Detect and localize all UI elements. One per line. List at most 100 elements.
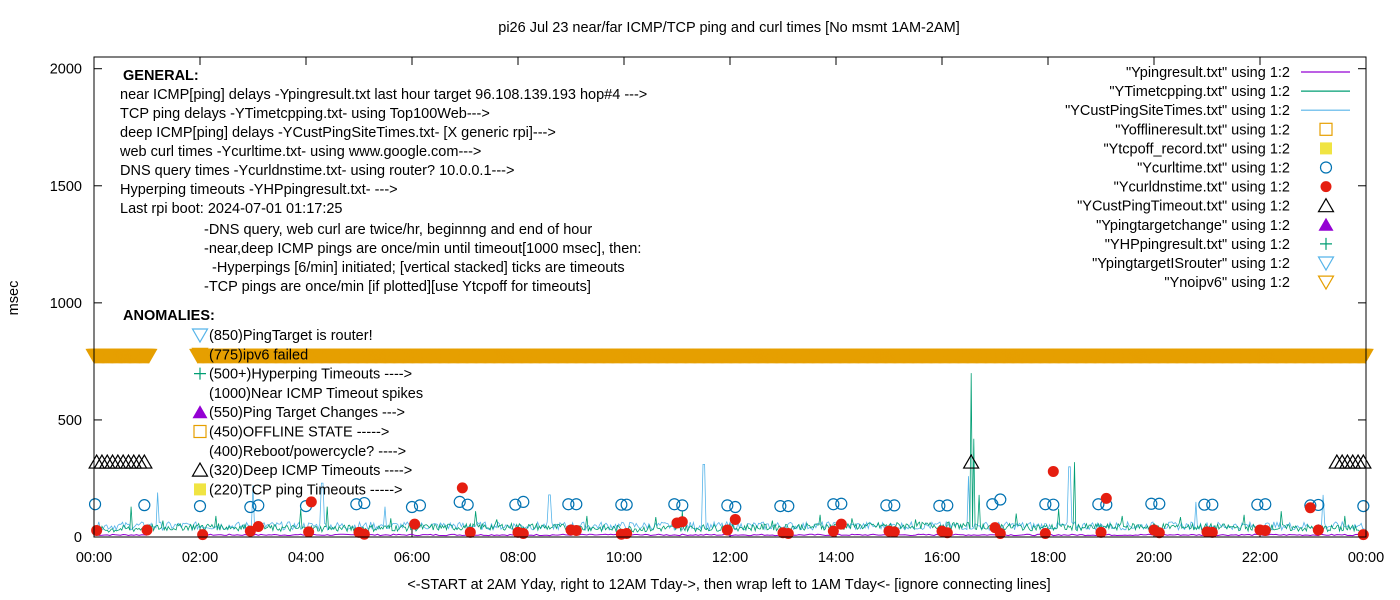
series-point — [729, 513, 741, 525]
anomaly-label: (1000)Near ICMP Timeout spikes — [209, 386, 423, 402]
legend-label: "YCustPingTimeout.txt" using 1:2 — [1077, 199, 1290, 215]
series-point — [1312, 524, 1324, 536]
x-tick-label: 08:00 — [500, 550, 536, 566]
y-tick-label: 1500 — [50, 179, 82, 195]
anomaly-marker — [191, 461, 209, 477]
general-line-5: DNS query times -Ycurldnstime.txt- using… — [120, 163, 514, 179]
series-point — [244, 500, 257, 514]
x-tick-label: 02:00 — [182, 550, 218, 566]
legend-swatch-marker — [1317, 256, 1335, 272]
series-point — [350, 498, 363, 511]
x-tick-label: 18:00 — [1030, 550, 1066, 566]
legend-label: "Ynoipv6" using 1:2 — [1164, 275, 1290, 291]
series-point — [1100, 492, 1112, 504]
series-point — [1206, 526, 1218, 538]
series-point — [114, 453, 132, 469]
series-point — [88, 498, 102, 511]
legend-swatch-marker — [1320, 237, 1332, 250]
chart-title: pi26 Jul 23 near/far ICMP/TCP ping and c… — [498, 20, 959, 36]
anomaly-marker — [193, 424, 207, 439]
general-line-2: TCP ping delays -YTimetcpping.txt- using… — [120, 106, 490, 122]
series-point — [994, 527, 1006, 539]
series-point — [782, 527, 794, 539]
series-point — [1153, 497, 1166, 510]
legend-swatch-marker — [1320, 181, 1332, 193]
legend-label: "YTimetcpping.txt" using 1:2 — [1109, 84, 1290, 100]
series-point — [130, 453, 148, 469]
series-point — [413, 499, 427, 512]
legend-swatch-marker — [1319, 122, 1333, 136]
series-point — [782, 499, 795, 513]
series-point — [91, 524, 103, 536]
series-point — [1333, 453, 1351, 469]
general-line-7: Last rpi boot: 2024-07-01 01:17:25 — [120, 201, 343, 217]
series-point — [562, 498, 575, 511]
series-point — [1092, 498, 1105, 511]
legend-label: "YHPpingresult.txt" using 1:2 — [1105, 237, 1290, 253]
series-point — [835, 518, 847, 530]
series-point — [1251, 498, 1264, 511]
x-tick-label: 16:00 — [924, 550, 960, 566]
legend-label: "Yofflineresult.txt" using 1:2 — [1115, 122, 1290, 138]
series-point — [98, 453, 116, 469]
series-point — [1357, 529, 1369, 541]
anomaly-label: (450)OFFLINE STATE -----> — [209, 425, 389, 441]
anomalies-header: ANOMALIES: — [123, 308, 215, 324]
legend-swatch-marker — [1318, 217, 1334, 231]
legend-label: "Ycurltime.txt" using 1:2 — [1137, 161, 1290, 177]
series-point — [305, 496, 317, 508]
legend-swatch-marker — [1317, 275, 1335, 291]
series-point — [456, 482, 468, 494]
series-point — [933, 499, 946, 512]
anomaly-label: (775)ipv6 failed — [209, 347, 308, 363]
anomaly-marker — [194, 483, 206, 496]
series-point — [986, 498, 999, 511]
x-tick-label: 20:00 — [1136, 550, 1172, 566]
legend-label: "Ycurldnstime.txt" using 1:2 — [1114, 180, 1290, 196]
series-point — [1039, 498, 1052, 511]
series-point — [1153, 527, 1165, 539]
legend-label: "YpingtargetISrouter" using 1:2 — [1092, 256, 1290, 272]
series-point — [621, 527, 633, 539]
series-point — [358, 496, 371, 510]
series-point — [941, 499, 954, 512]
x-axis-label: <-START at 2AM Yday, right to 12AM Tday-… — [407, 577, 1050, 593]
axis-ticks: 00:00 02:00 04:00 06:00 08:00 10:00 12:00 14:00… — [50, 57, 1384, 566]
x-tick-label: 14:00 — [818, 550, 854, 566]
series-point — [888, 499, 901, 512]
series-point — [88, 453, 106, 469]
x-tick-label: 06:00 — [394, 550, 430, 566]
general-annotations: GENERAL: near ICMP[ping] delays -Ypingre… — [119, 68, 647, 324]
series-point — [994, 493, 1007, 506]
series-point — [615, 498, 628, 511]
series-point — [729, 500, 742, 514]
x-tick-label: 04:00 — [288, 550, 324, 566]
series-point — [1356, 348, 1374, 364]
general-header: GENERAL: — [123, 68, 199, 84]
anomaly-label: (220)TCP ping Timeouts -----> — [209, 482, 403, 498]
series-point — [464, 526, 476, 538]
series-point — [570, 524, 582, 536]
series-point — [570, 498, 583, 511]
legend-swatch-marker — [1320, 142, 1332, 155]
series-point — [409, 518, 421, 530]
series-point — [827, 525, 839, 537]
series-point — [453, 495, 466, 508]
series-point — [1198, 498, 1211, 511]
x-tick-label: 00:00 — [76, 550, 112, 566]
anomaly-marker — [191, 328, 209, 344]
legend-label: "YCustPingSiteTimes.txt" using 1:2 — [1065, 103, 1290, 119]
series-point — [104, 453, 122, 469]
anomaly-label: (550)Ping Target Changes ---> — [209, 405, 405, 421]
note-line-1: -DNS query, web curl are twice/hr, begin… — [204, 222, 592, 238]
series-point — [1145, 497, 1158, 510]
series-point — [244, 525, 256, 537]
series-point — [1039, 527, 1051, 539]
anomaly-marker — [194, 367, 206, 380]
general-line-4: web curl times -Ycurltime.txt- using www… — [119, 144, 481, 160]
series-point — [1349, 453, 1367, 469]
series-point — [1095, 526, 1107, 538]
series-point — [1047, 465, 1059, 477]
y-tick-label: 0 — [74, 530, 82, 546]
